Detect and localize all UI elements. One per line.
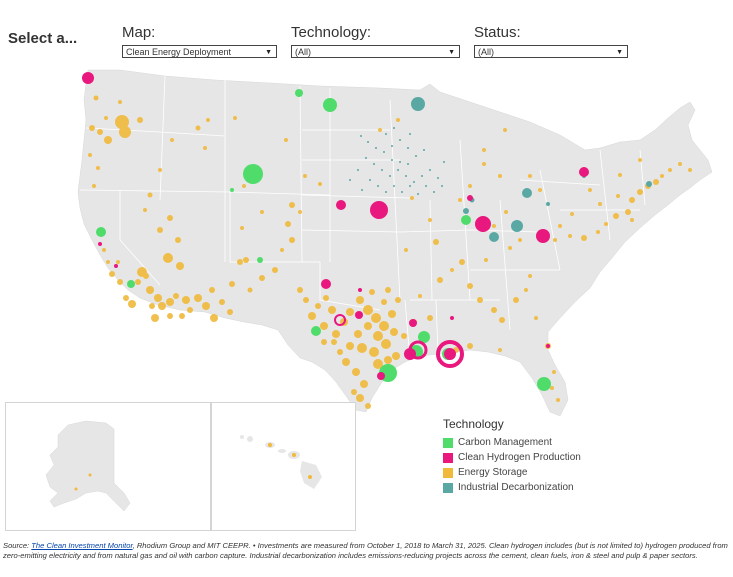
alaska-inset [5,402,211,531]
clean-hydrogen-markers [82,72,589,380]
status-filter-label: Status: [474,24,521,41]
us-landmass [77,69,713,417]
legend-item-label: Industrial Decarbonization [458,482,574,493]
hawaii-map [240,435,322,489]
legend-swatch [443,467,453,478]
source-text: , Rhodium Group and MIT CEEPR. • Investm… [3,541,728,560]
chevron-down-icon: ▼ [448,49,455,56]
map-dropdown-value: Clean Energy Deployment [126,47,232,57]
map-filter-label: Map: [122,24,156,41]
source-link[interactable]: The Clean Investment Monitor [31,541,133,550]
legend-item-label: Clean Hydrogen Production [458,452,581,463]
legend-item-label: Energy Storage [458,467,528,478]
legend-swatch [443,452,453,463]
technology-dropdown[interactable]: (All) ▼ [291,45,460,58]
hawaii-inset [211,402,356,531]
technology-legend: Technology Carbon Management Clean Hydro… [443,417,581,495]
legend-swatch [443,437,453,448]
select-label: Select a... [8,30,78,47]
chevron-down-icon: ▼ [616,49,623,56]
legend-item-carbon-management[interactable]: Carbon Management [443,435,581,450]
map-filter: Map: Clean Energy Deployment ▼ [122,24,277,58]
legend-item-energy-storage[interactable]: Energy Storage [443,465,581,480]
status-dropdown-value: (All) [478,47,494,57]
legend-item-clean-hydrogen[interactable]: Clean Hydrogen Production [443,450,581,465]
industrial-decarbonization-markers [349,97,652,242]
legend-title: Technology [443,417,504,431]
chevron-down-icon: ▼ [265,49,272,56]
status-filter: Status: (All) ▼ [474,24,628,58]
energy-storage-markers [88,95,692,409]
legend-item-industrial-decarbonization[interactable]: Industrial Decarbonization [443,480,581,495]
technology-filter: Technology: (All) ▼ [291,24,460,58]
technology-filter-label: Technology: [291,24,372,41]
legend-swatch [443,482,453,493]
source-note: Source: The Clean Investment Monitor, Rh… [3,541,731,561]
legend-item-label: Carbon Management [458,437,552,448]
map-dropdown[interactable]: Clean Energy Deployment ▼ [122,45,277,58]
status-dropdown[interactable]: (All) ▼ [474,45,628,58]
state-borders [79,75,646,361]
technology-dropdown-value: (All) [295,47,311,57]
alaska-map [45,420,131,512]
source-prefix: Source: [3,541,32,550]
